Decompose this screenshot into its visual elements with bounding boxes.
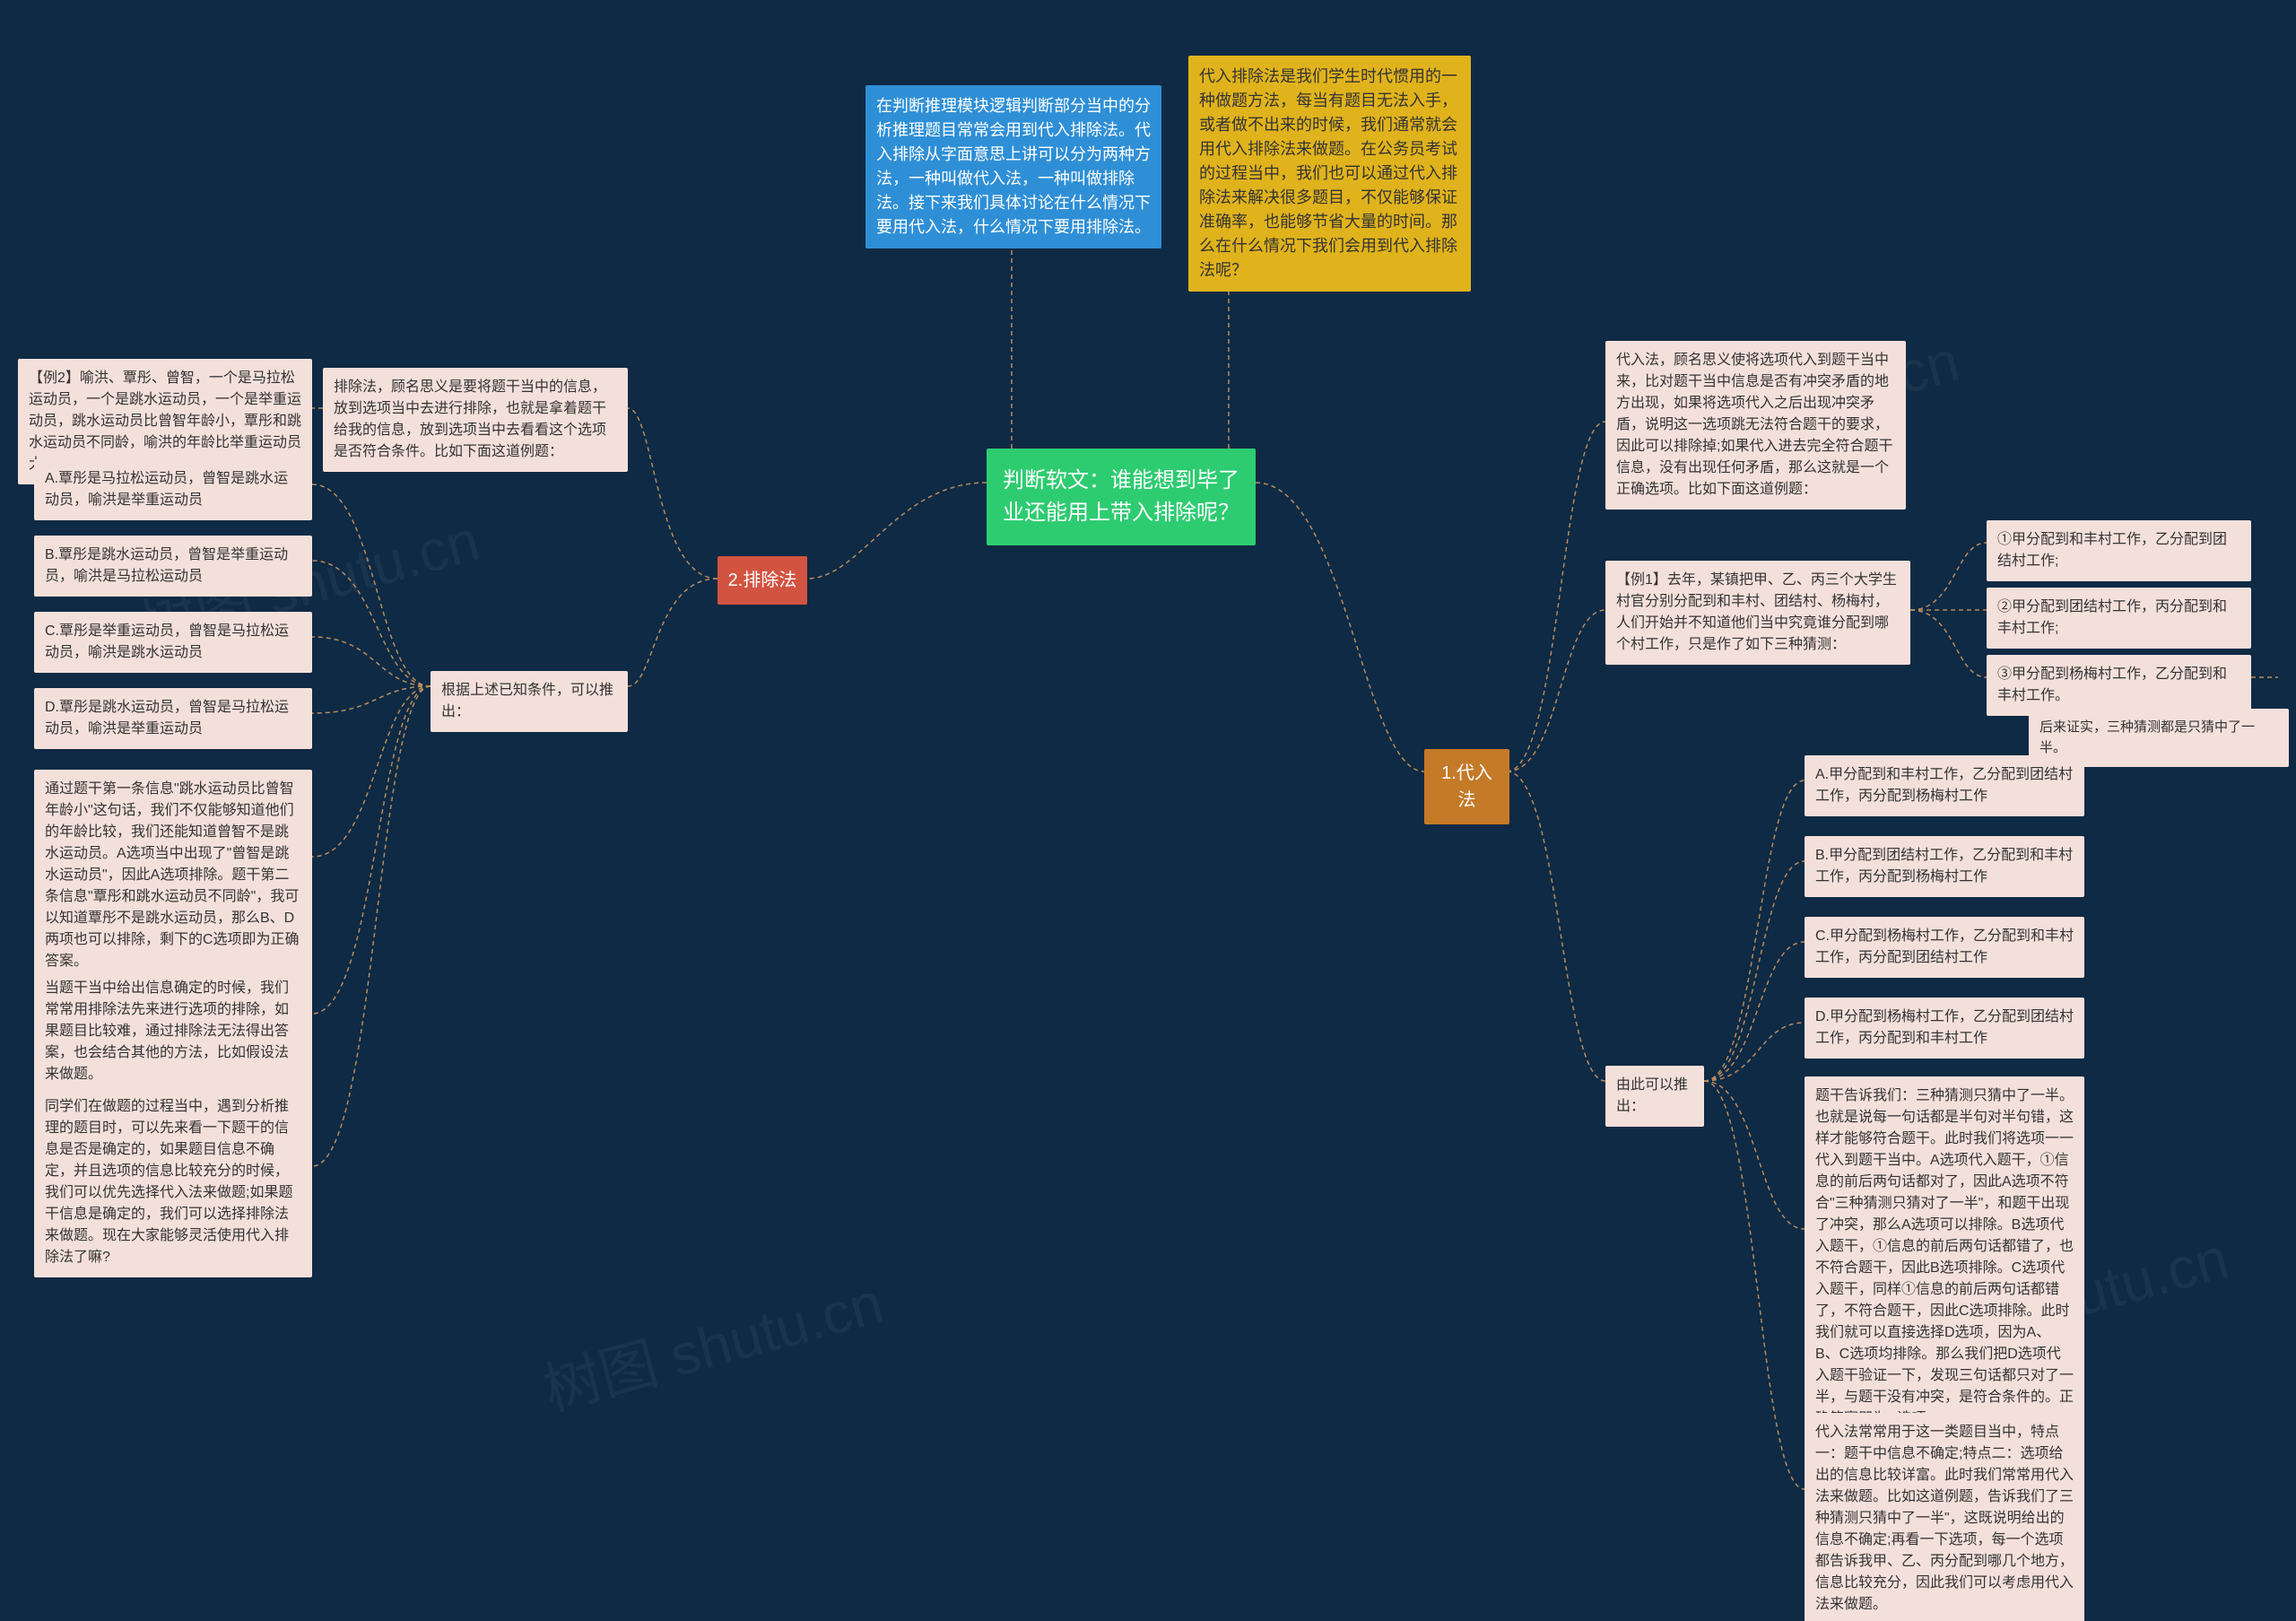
left-opt-a[interactable]: A.覃彤是马拉松运动员，曾智是跳水运动员，喻洪是举重运动员	[34, 459, 312, 520]
left-analysis-1[interactable]: 通过题干第一条信息"跳水运动员比曾智年龄小"这句话，我们不仅能够知道他们的年龄比…	[34, 770, 312, 981]
right-opt-c[interactable]: C.甲分配到杨梅村工作，乙分配到和丰村工作，丙分配到团结村工作	[1805, 917, 2084, 978]
right-analysis-1[interactable]: 题干告诉我们：三种猜测只猜中了一半。也就是说每一句话都是半句对半句错，这样才能够…	[1805, 1076, 2084, 1439]
root-node[interactable]: 判断软文：谁能想到毕了业还能用上带入排除呢？	[987, 449, 1256, 545]
intro-left-node[interactable]: 在判断推理模块逻辑判断部分当中的分析推理题目常常会用到代入排除法。代入排除从字面…	[865, 85, 1161, 248]
right-guess-2[interactable]: ②甲分配到团结村工作，丙分配到和丰村工作;	[1987, 588, 2251, 649]
right-guess-3[interactable]: ③甲分配到杨梅村工作，乙分配到和丰村工作。	[1987, 655, 2251, 716]
left-derive-label[interactable]: 根据上述已知条件，可以推出：	[430, 671, 628, 732]
left-analysis-3[interactable]: 同学们在做题的过程当中，遇到分析推理的题目时，可以先来看一下题干的信息是否是确定…	[34, 1087, 312, 1277]
right-guess-1[interactable]: ①甲分配到和丰村工作，乙分配到团结村工作;	[1987, 520, 2251, 581]
right-opt-d[interactable]: D.甲分配到杨梅村工作，乙分配到团结村工作，丙分配到和丰村工作	[1805, 998, 2084, 1059]
branch-substitution[interactable]: 1.代入法	[1424, 749, 1509, 824]
right-opt-b[interactable]: B.甲分配到团结村工作，乙分配到和丰村工作，丙分配到杨梅村工作	[1805, 836, 2084, 897]
right-example[interactable]: 【例1】去年，某镇把甲、乙、丙三个大学生村官分别分配到和丰村、团结村、杨梅村，人…	[1605, 561, 1910, 665]
right-desc[interactable]: 代入法，顾名思义使将选项代入到题干当中来，比对题干当中信息是否有冲突矛盾的地方出…	[1605, 341, 1906, 510]
right-analysis-2[interactable]: 代入法常常用于这一类题目当中，特点一：题干中信息不确定;特点二：选项给出的信息比…	[1805, 1413, 2084, 1621]
intro-right-node[interactable]: 代入排除法是我们学生时代惯用的一种做题方法，每当有题目无法入手，或者做不出来的时…	[1188, 56, 1471, 292]
left-opt-b[interactable]: B.覃彤是跳水运动员，曾智是举重运动员，喻洪是马拉松运动员	[34, 536, 312, 597]
left-desc[interactable]: 排除法，顾名思义是要将题干当中的信息，放到选项当中去进行排除，也就是拿着题干给我…	[323, 368, 628, 472]
right-opt-a[interactable]: A.甲分配到和丰村工作，乙分配到团结村工作，丙分配到杨梅村工作	[1805, 755, 2084, 816]
branch-exclusion[interactable]: 2.排除法	[718, 556, 807, 605]
left-analysis-2[interactable]: 当题干当中给出信息确定的时候，我们常常用排除法先来进行选项的排除，如果题目比较难…	[34, 969, 312, 1094]
watermark: 树图 shutu.cn	[534, 1257, 891, 1426]
left-opt-d[interactable]: D.覃彤是跳水运动员，曾智是马拉松运动员，喻洪是举重运动员	[34, 688, 312, 749]
left-opt-c[interactable]: C.覃彤是举重运动员，曾智是马拉松运动员，喻洪是跳水运动员	[34, 612, 312, 673]
right-derive-label[interactable]: 由此可以推出：	[1605, 1066, 1704, 1127]
